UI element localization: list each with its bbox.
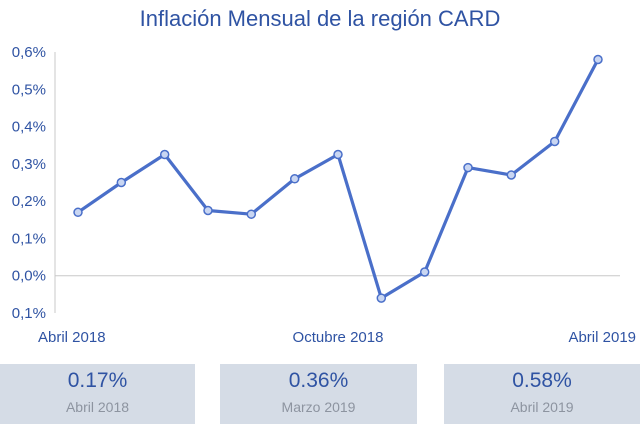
y-tick-label: 0,0% [12,268,46,285]
x-tick-label: Abril 2019 [568,329,636,346]
data-point [376,293,387,303]
data-point [333,149,343,160]
chart-title: Inflación Mensual de la región CARD [139,6,501,31]
data-point [73,207,83,218]
y-tick-label: 0,1% [12,230,46,247]
summary-cards: 0.17% Abril 2018 0.36% Marzo 2019 0.58% … [0,364,640,424]
y-tick-label: 0,4% [12,119,46,136]
data-point [203,205,213,216]
data-point [246,209,257,219]
summary-card-label: Abril 2018 [65,399,130,415]
x-tick-label: Octubre 2018 [293,329,384,346]
summary-card-value: 0.58% [512,369,572,392]
line-chart: 0,6% 0,5% 0,4% 0,3% 0,2% 0,1% 0,0% 0,1% Abril 2… [12,44,636,346]
x-tick-label: Abril 2018 [38,329,106,346]
series-line [77,58,600,300]
summary-card-value: 0.17% [67,369,128,392]
data-point [116,177,127,188]
data-point [463,162,473,173]
summary-card-label: Abril 2019 [510,399,574,415]
y-tick-label: 0,2% [12,193,46,210]
summary-card: 0.36% Marzo 2019 [220,364,417,424]
data-point [289,174,300,184]
y-tick-label: 0,3% [12,156,46,173]
summary-card: 0.17% Abril 2018 [0,364,195,424]
data-point [159,149,170,160]
data-point [506,170,517,180]
y-tick-label: 0,1% [12,305,46,322]
summary-card-label: Marzo 2019 [281,399,356,415]
data-point [593,54,603,65]
data-point [549,136,560,147]
summary-card-value: 0.36% [288,369,349,392]
y-tick-label: 0,5% [12,81,46,98]
summary-card: 0.58% Abril 2019 [444,364,640,424]
y-tick-label: 0,6% [12,44,46,61]
data-point [419,267,430,277]
